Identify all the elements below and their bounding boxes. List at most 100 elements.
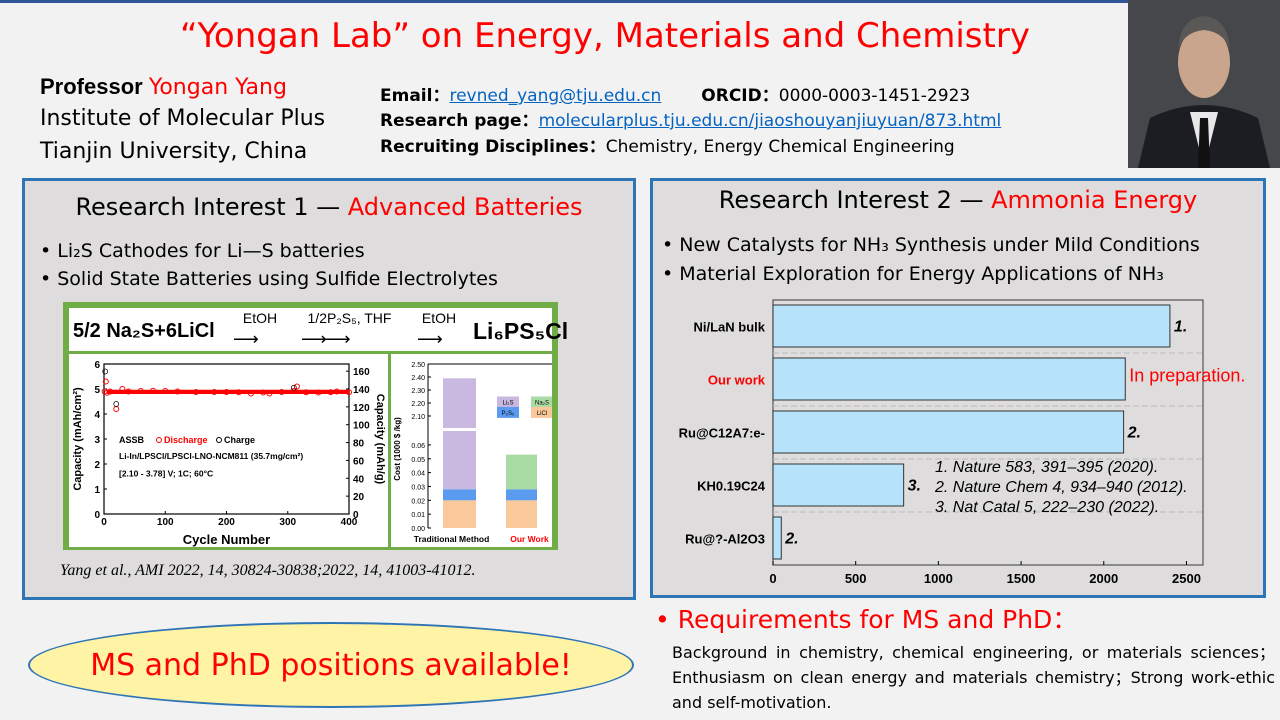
- discharge-point: [137, 388, 144, 394]
- discharge-point: [327, 389, 334, 396]
- charge-point: [113, 401, 120, 407]
- y-tick-label: 0.04: [411, 471, 425, 478]
- y-tick-label: 0.05: [411, 457, 425, 464]
- cost-chart: 0.00 0.01 0.02 0.03 0.04 0.05 0.06 2.10 2.20 2.30…: [391, 354, 553, 547]
- ri2-title-prefix: Research Interest 2 —: [718, 186, 992, 214]
- reference-mark: 1.: [1174, 319, 1187, 336]
- reference: 1. Nature 583, 391–395 (2020).: [935, 459, 1158, 476]
- ri2-bullet-text: New Catalysts for NH₃ Synthesis under Mi…: [679, 234, 1200, 256]
- bar: [772, 410, 1125, 454]
- y-right-tick-label: 100: [353, 421, 370, 432]
- y-tick-label: 6: [94, 360, 100, 371]
- y-tick-label: 3: [94, 435, 100, 446]
- legend-swatch: [531, 406, 553, 418]
- x-tick-label: 300: [279, 517, 296, 528]
- axis-break: [442, 428, 477, 431]
- legend-swatch: [497, 396, 519, 408]
- discharge-point: [192, 389, 199, 395]
- y-right-tick-label: 0: [353, 510, 359, 521]
- x-tick-label: 400: [341, 517, 358, 528]
- y-tick-label: 0.06: [411, 443, 425, 450]
- battery-figure: 5/2 Na₂S+6LiCl EtOH ⟶ 1/2P₂S₅, THF ⟶⟶ Et…: [63, 302, 568, 550]
- discharge-point: [223, 389, 230, 395]
- requirements-text: Background in chemistry, chemical engine…: [672, 643, 1275, 712]
- category-label: Ru@?-Al2O3: [685, 532, 765, 547]
- x-category-label: Our Work: [510, 534, 549, 544]
- requirements-title: • Requirements for MS and PhD：: [655, 605, 1078, 634]
- y-tick-label: 0.01: [411, 512, 425, 519]
- professor-line: Professor Yongan Yang: [40, 74, 287, 100]
- page-title: “Yongan Lab” on Energy, Materials and Ch…: [180, 16, 1030, 56]
- legend-charge: Charge: [224, 435, 255, 445]
- stacked-bar-segment: [506, 500, 537, 528]
- institute: Institute of Molecular Plus: [40, 106, 326, 131]
- research-page-link[interactable]: molecularplus.tju.edu.cn/jiaoshouyanjiuy…: [538, 111, 1002, 131]
- category-label: Our work: [708, 373, 766, 388]
- y-tick-label: 0.00: [411, 526, 425, 533]
- legend-discharge: Discharge: [164, 435, 208, 445]
- discharge-point: [303, 389, 310, 396]
- professor-photo: [1128, 0, 1280, 168]
- discharge-point: [119, 386, 126, 392]
- y-tick-label: 2.10: [411, 414, 425, 421]
- y-tick-label: 2.30: [411, 388, 425, 395]
- discharge-point: [333, 388, 340, 395]
- requirements-title-text: Requirements for MS and PhD：: [677, 605, 1078, 634]
- discharge-point: [211, 389, 218, 395]
- discharge-point: [260, 389, 267, 396]
- banner-text: MS and PhD positions available!: [90, 647, 572, 683]
- y-right-tick-label: 120: [353, 403, 370, 414]
- x-category-label: Traditional Method: [414, 534, 490, 544]
- x-tick-label: 1000: [924, 571, 953, 586]
- reaction-step-2: 1/2P₂S₅, THF: [307, 310, 392, 326]
- orcid-value: 0000-0003-1451-2923: [778, 86, 971, 106]
- discharge-band: [107, 389, 349, 394]
- ri1-title-prefix: Research Interest 1 —: [75, 193, 348, 221]
- y-axis-label: Cost (1000 $ /kg): [393, 417, 402, 481]
- x-tick-label: 0: [769, 571, 776, 586]
- citation: Yang et al., AMI 2022, 14, 30824-30838;2…: [60, 562, 476, 579]
- discharge-point: [235, 389, 242, 396]
- y-right-axis-label: Capacity (mAh/g): [374, 394, 386, 485]
- charge-point: [102, 368, 109, 375]
- discharge-point: [278, 389, 285, 395]
- bar: [772, 304, 1171, 348]
- y-tick-label: 2: [94, 460, 100, 471]
- discharge-point: [125, 388, 132, 395]
- legend-label: Li₂S: [502, 401, 513, 407]
- discharge-point: [290, 388, 297, 394]
- y-right-tick-label: 160: [353, 367, 370, 378]
- y-right-tick-label: 140: [353, 385, 370, 396]
- product: Li₆PS₅Cl: [473, 318, 569, 344]
- email-link[interactable]: revned_yang@tju.edu.cn: [449, 86, 662, 106]
- legend-discharge-marker: [156, 437, 162, 443]
- y-tick-label: 2.20: [411, 401, 425, 408]
- annotation: [2.10 - 3.78] V; 1C; 60°C: [119, 469, 213, 479]
- category-label: Ni/LaN bulk: [693, 320, 765, 335]
- reaction-step-1: EtOH: [242, 310, 278, 326]
- bar: [772, 516, 782, 560]
- discharge-point: [293, 383, 300, 390]
- discharge-point: [174, 388, 181, 395]
- reaction-scheme: 5/2 Na₂S+6LiCl EtOH ⟶ 1/2P₂S₅, THF ⟶⟶ Et…: [69, 308, 568, 351]
- y-right-tick-label: 80: [353, 439, 365, 450]
- stacked-bar-segment: [506, 454, 537, 490]
- reference: 2. Nature Chem 4, 934–940 (2012).: [934, 479, 1188, 496]
- ri1-bullet: • Solid State Batteries using Sulfide El…: [40, 268, 498, 290]
- legend-label: LiCl: [537, 411, 547, 417]
- y-axis-label: Capacity (mAh/cm²): [72, 387, 84, 491]
- arrow-icon: ⟶: [417, 329, 443, 349]
- discharge-point: [315, 389, 322, 396]
- reference-mark: 2.: [1127, 425, 1141, 442]
- reference-mark: 2.: [784, 531, 798, 548]
- capacity-chart: 0 100 200 300 400 0 1 2 3 4 5 6 0 20 40 60 80 100 120 140 16…: [69, 354, 388, 547]
- disciplines-value: Chemistry, Energy Chemical Engineering: [605, 137, 955, 157]
- y-right-tick-label: 60: [353, 456, 365, 467]
- x-tick-label: 1500: [1007, 571, 1036, 586]
- y-tick-label: 5: [94, 385, 100, 396]
- professor-name: Yongan Yang: [148, 75, 287, 100]
- reference: 3. Nat Catal 5, 222–230 (2022).: [935, 499, 1159, 516]
- legend-label: Na₂S: [535, 401, 549, 407]
- arrow-icon: ⟶: [233, 329, 259, 349]
- university: Tianjin University, China: [40, 139, 308, 164]
